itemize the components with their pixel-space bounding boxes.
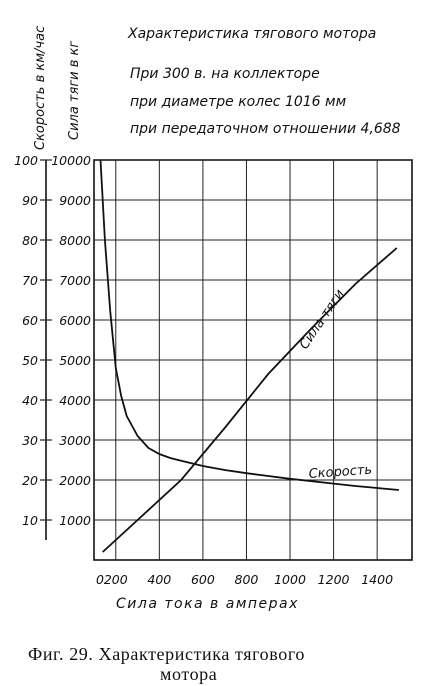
speed-tick-label: 10 — [22, 513, 38, 528]
x-tick-label: 800 — [235, 572, 259, 587]
y-axis-label-force: Сила тяги в кг — [67, 41, 82, 140]
speed-tick-label: 20 — [22, 473, 38, 488]
x-tick-label: 1200 — [318, 572, 350, 587]
traction-force-curve — [102, 247, 398, 553]
speed-tick-label: 40 — [22, 393, 38, 408]
x-tick-label: 1400 — [361, 572, 393, 587]
chart-title: Характеристика тягового мотора — [127, 26, 376, 42]
speed-tick-label: 60 — [22, 313, 38, 328]
figure-caption-line1: Фиг. 29. Характеристика тягового — [28, 644, 305, 664]
force-tick-label: 10000 — [51, 153, 91, 168]
force-tick-label: 7000 — [59, 273, 91, 288]
series-label-speed: Скорость — [308, 463, 372, 482]
x-tick-label: 400 — [147, 572, 171, 587]
x-tick-label: 1000 — [274, 572, 306, 587]
force-tick-label: 2000 — [59, 473, 91, 488]
speed-tick-label: 50 — [22, 353, 38, 368]
x-tick-label: 600 — [191, 572, 215, 587]
speed-tick-label: 70 — [22, 273, 38, 288]
x-axis-label: Сила тока в амперах — [116, 596, 299, 612]
force-tick-label: 3000 — [59, 433, 91, 448]
x-tick-label: 0 — [96, 572, 104, 587]
force-tick-label: 5000 — [59, 353, 91, 368]
subtitle-wheel-diameter: при диаметре колес 1016 мм — [130, 94, 347, 110]
speed-tick-label: 80 — [22, 233, 38, 248]
y-axis-label-speed: Скорость в км/час — [33, 26, 48, 150]
figure-caption-line2: мотора — [160, 664, 217, 684]
speed-tick-label: 90 — [22, 193, 38, 208]
tick-labels: 1000200030004000500060007000800090001000… — [14, 153, 393, 587]
force-tick-label: 9000 — [59, 193, 91, 208]
force-tick-label: 8000 — [59, 233, 91, 248]
speed-curve — [99, 159, 399, 491]
subtitle-voltage: При 300 в. на коллекторе — [130, 66, 320, 82]
force-tick-label: 4000 — [59, 393, 91, 408]
x-tick-label: 200 — [104, 572, 128, 587]
force-tick-label: 6000 — [59, 313, 91, 328]
grid — [40, 159, 412, 560]
force-tick-label: 1000 — [59, 513, 91, 528]
subtitle-gear-ratio: при передаточном отношении 4,688 — [130, 121, 401, 137]
speed-tick-label: 30 — [22, 433, 38, 448]
series-curves — [99, 159, 399, 553]
speed-tick-label: 100 — [14, 153, 38, 168]
